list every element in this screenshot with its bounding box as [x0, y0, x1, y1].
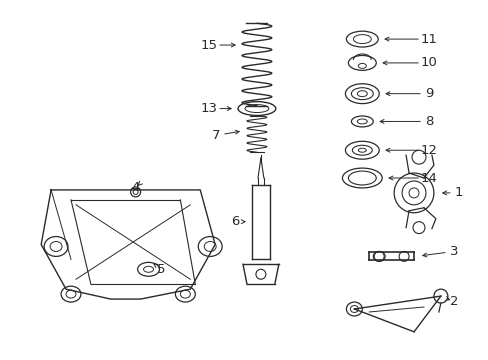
Text: 5: 5	[157, 263, 165, 276]
Text: 4: 4	[131, 181, 140, 194]
Text: 9: 9	[424, 87, 432, 100]
Text: 7: 7	[211, 129, 220, 142]
Text: 3: 3	[448, 245, 457, 258]
Text: 10: 10	[420, 57, 436, 69]
Text: 8: 8	[424, 115, 432, 128]
Text: 6: 6	[230, 215, 239, 228]
Text: 2: 2	[448, 294, 457, 307]
Text: 14: 14	[420, 171, 436, 185]
Text: 1: 1	[454, 186, 462, 199]
Text: 11: 11	[420, 33, 437, 46]
Text: 13: 13	[200, 102, 217, 115]
Text: 12: 12	[420, 144, 437, 157]
Text: 15: 15	[200, 39, 217, 51]
